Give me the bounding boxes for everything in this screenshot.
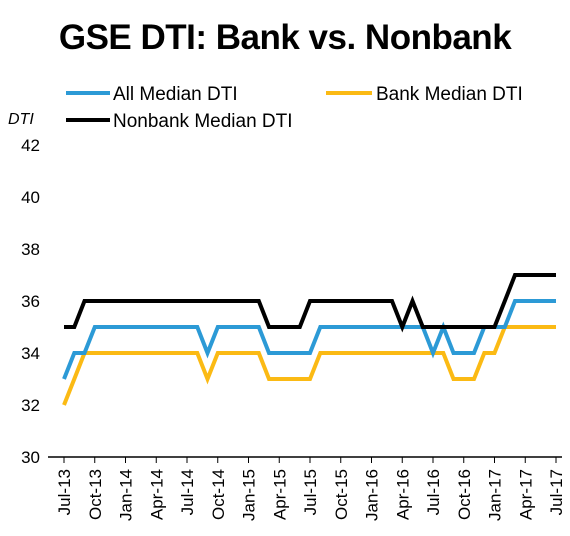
legend-label-bank: Bank Median DTI: [376, 84, 523, 105]
x-tick-label: Oct-14: [209, 469, 228, 520]
x-tick-label: Oct-16: [455, 469, 474, 520]
y-tick-label: 32: [21, 396, 40, 415]
legend-label-all: All Median DTI: [113, 84, 238, 105]
x-tick-label: Apr-14: [147, 469, 166, 520]
x-tick-label: Jan-17: [486, 469, 505, 521]
x-tick-label: Jul-16: [424, 469, 443, 515]
y-axis: 30 32 34 36 38 40 42: [21, 136, 40, 467]
chart-title: GSE DTI: Bank vs. Nonbank: [58, 18, 512, 57]
series-layer: [62, 273, 556, 406]
legend: All Median DTI Bank Median DTI Nonbank M…: [66, 84, 523, 132]
y-tick-label: 34: [21, 344, 40, 363]
series-line-nonbank: [64, 273, 556, 333]
y-tick-label: 40: [21, 188, 40, 207]
x-tick-label: Jan-14: [117, 469, 136, 521]
y-tick-label: 30: [21, 448, 40, 467]
x-tick-label: Jul-14: [178, 469, 197, 515]
x-axis: Jul-13 Oct-13 Jan-14 Apr-14 Jul-14 Oct-14 Jan-…: [55, 457, 566, 521]
x-tick-label: Apr-17: [516, 469, 535, 520]
y-axis-label: DTI: [8, 111, 34, 128]
x-tick-label: Oct-15: [332, 469, 351, 520]
x-tick-label: Jul-15: [301, 469, 320, 515]
x-tick-label: Oct-13: [86, 469, 105, 520]
y-tick-label: 42: [21, 136, 40, 155]
series-line-all: [62, 299, 556, 380]
legend-label-nonbank: Nonbank Median DTI: [113, 111, 293, 132]
y-tick-label: 36: [21, 292, 40, 311]
y-tick-label: 38: [21, 240, 40, 259]
x-tick-label: Jul-13: [55, 469, 74, 515]
x-tick-label: Jul-17: [547, 469, 566, 515]
x-tick-label: Jan-16: [363, 469, 382, 521]
series-line-bank: [62, 325, 556, 406]
x-tick-label: Jan-15: [240, 469, 259, 521]
x-tick-label: Apr-16: [393, 469, 412, 520]
x-tick-label: Apr-15: [270, 469, 289, 520]
